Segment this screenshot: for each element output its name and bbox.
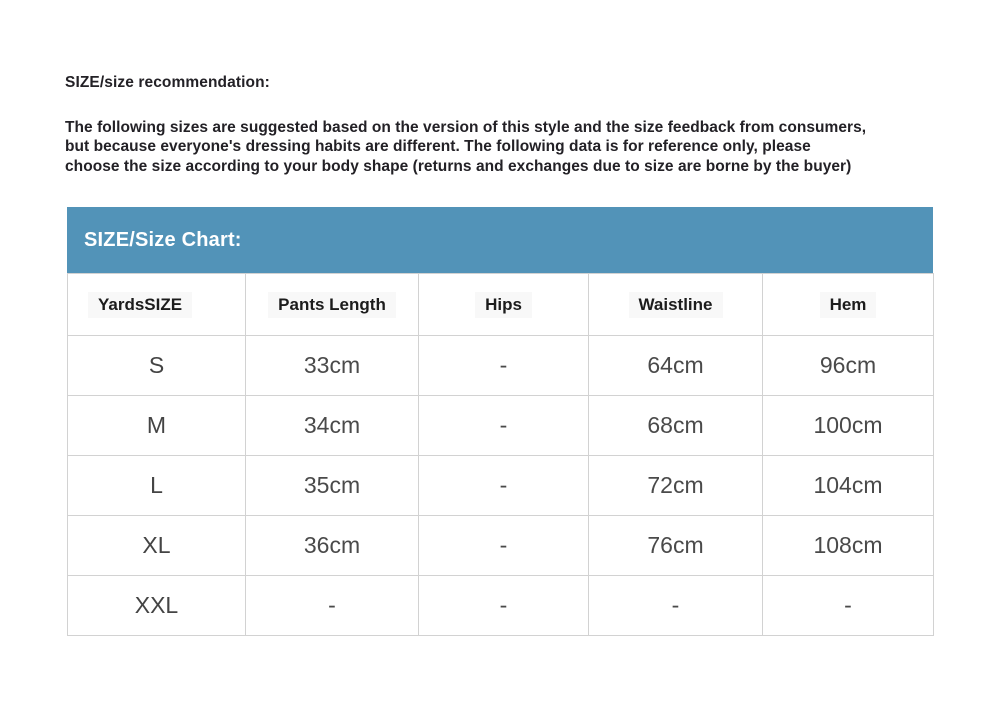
value-cell: - bbox=[418, 395, 589, 456]
value-cell: 100cm bbox=[762, 395, 934, 456]
value-cell: - bbox=[418, 455, 589, 516]
table-row: L 35cm - 72cm 104cm bbox=[67, 455, 934, 516]
column-header-label: YardsSIZE bbox=[88, 291, 193, 318]
table-header-row: YardsSIZE Pants Length Hips Waistline He… bbox=[67, 273, 934, 336]
size-table: YardsSIZE Pants Length Hips Waistline He… bbox=[67, 273, 934, 636]
value-cell: 35cm bbox=[245, 455, 419, 516]
value-cell: 76cm bbox=[588, 515, 763, 576]
value-cell: 72cm bbox=[588, 455, 763, 516]
value-cell: - bbox=[418, 335, 589, 396]
column-header-hips: Hips bbox=[418, 273, 589, 336]
column-header-label: Hem bbox=[819, 291, 877, 318]
size-disclaimer-paragraph: The following sizes are suggested based … bbox=[65, 118, 866, 176]
column-header-pants-length: Pants Length bbox=[245, 273, 419, 336]
size-cell: S bbox=[67, 335, 246, 396]
size-cell: XL bbox=[67, 515, 246, 576]
value-cell: 96cm bbox=[762, 335, 934, 396]
disclaimer-line: choose the size according to your body s… bbox=[65, 157, 852, 175]
value-cell: 68cm bbox=[588, 395, 763, 456]
size-chart-title-bar: SIZE/Size Chart: bbox=[67, 207, 933, 273]
disclaimer-line: The following sizes are suggested based … bbox=[65, 119, 867, 136]
value-cell: - bbox=[418, 515, 589, 576]
table-row: M 34cm - 68cm 100cm bbox=[67, 395, 934, 456]
column-header-hem: Hem bbox=[762, 273, 934, 336]
value-cell: 34cm bbox=[245, 395, 419, 456]
value-cell: 33cm bbox=[245, 335, 419, 396]
size-cell: XXL bbox=[67, 575, 246, 636]
column-header-label: Pants Length bbox=[268, 291, 396, 318]
disclaimer-line: but because everyone's dressing habits a… bbox=[65, 138, 811, 156]
table-row: S 33cm - 64cm 96cm bbox=[67, 335, 934, 396]
size-recommendation-heading: SIZE/size recommendation: bbox=[65, 74, 270, 91]
column-header-label: Hips bbox=[475, 291, 532, 318]
value-cell: - bbox=[588, 575, 763, 636]
column-header-label: Waistline bbox=[628, 291, 723, 318]
column-header-yards-size: YardsSIZE bbox=[67, 273, 246, 336]
table-row: XXL - - - - bbox=[67, 575, 934, 636]
size-chart-title: SIZE/Size Chart: bbox=[84, 228, 242, 251]
value-cell: - bbox=[762, 575, 934, 636]
value-cell: 108cm bbox=[762, 515, 934, 576]
value-cell: 64cm bbox=[588, 335, 763, 396]
size-chart: SIZE/Size Chart: YardsSIZE Pants Length bbox=[67, 207, 934, 636]
column-header-waistline: Waistline bbox=[588, 273, 763, 336]
value-cell: 36cm bbox=[245, 515, 419, 576]
size-cell: L bbox=[67, 455, 246, 516]
value-cell: - bbox=[418, 575, 589, 636]
value-cell: - bbox=[245, 575, 419, 636]
size-cell: M bbox=[67, 395, 246, 456]
value-cell: 104cm bbox=[762, 455, 934, 516]
table-row: XL 36cm - 76cm 108cm bbox=[67, 515, 934, 576]
